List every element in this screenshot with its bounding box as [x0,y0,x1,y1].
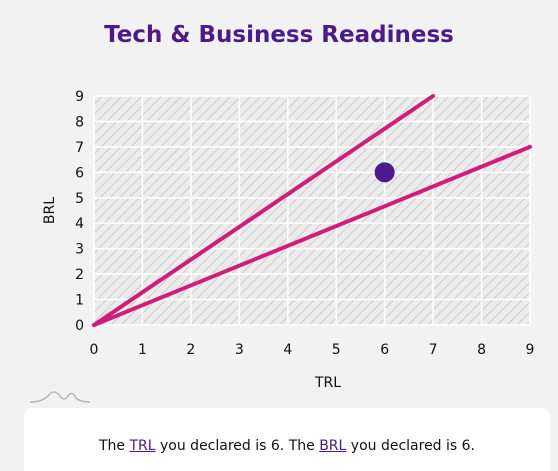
squiggle-icon [29,391,91,403]
x-tick-label: 9 [526,342,535,358]
chart-title: Tech & Business Readiness [104,22,454,48]
summary-suffix: you declared is 6. [346,438,476,454]
x-tick-label: 1 [138,342,147,358]
data-points [374,162,395,183]
y-tick-label: 6 [75,165,84,181]
grid [93,95,531,326]
y-tick-label: 1 [75,293,84,309]
reference-lines [92,94,532,327]
x-tick-label: 4 [283,342,292,358]
reference-line-2 [92,144,532,327]
y-tick-label: 7 [75,140,84,156]
y-tick-label: 4 [75,216,84,232]
readiness-chart: 0 1 2 3 4 5 6 7 8 9 0 1 2 3 4 5 6 7 8 9 TRL BRL [42,89,535,391]
x-tick-label: 3 [235,342,244,358]
x-tick-label: 7 [429,342,438,358]
y-ticks: 0 1 2 3 4 5 6 7 8 9 [75,89,84,334]
y-axis-label: BRL [42,197,58,224]
x-tick-label: 6 [380,342,389,358]
reference-line-1 [92,94,436,327]
y-tick-label: 0 [75,318,84,334]
x-ticks: 0 1 2 3 4 5 6 7 8 9 [90,342,535,358]
trl-link[interactable]: TRL [129,438,156,454]
summary-text: The TRL you declared is 6. The BRL you d… [24,438,550,454]
x-tick-label: 2 [186,342,195,358]
plot-area [94,96,530,325]
declared-point [374,162,395,183]
y-tick-label: 3 [75,242,84,258]
x-axis-label: TRL [314,375,341,391]
x-tick-label: 0 [90,342,99,358]
brl-link[interactable]: BRL [319,438,347,454]
y-tick-label: 2 [75,267,84,283]
y-tick-label: 5 [75,191,84,207]
y-tick-label: 8 [75,114,84,130]
x-tick-label: 5 [332,342,341,358]
summary-prefix: The [98,438,130,454]
summary-middle: you declared is 6. The [155,438,320,454]
y-tick-label: 9 [75,89,84,105]
summary-card: The TRL you declared is 6. The BRL you d… [24,408,550,471]
x-tick-label: 8 [477,342,486,358]
